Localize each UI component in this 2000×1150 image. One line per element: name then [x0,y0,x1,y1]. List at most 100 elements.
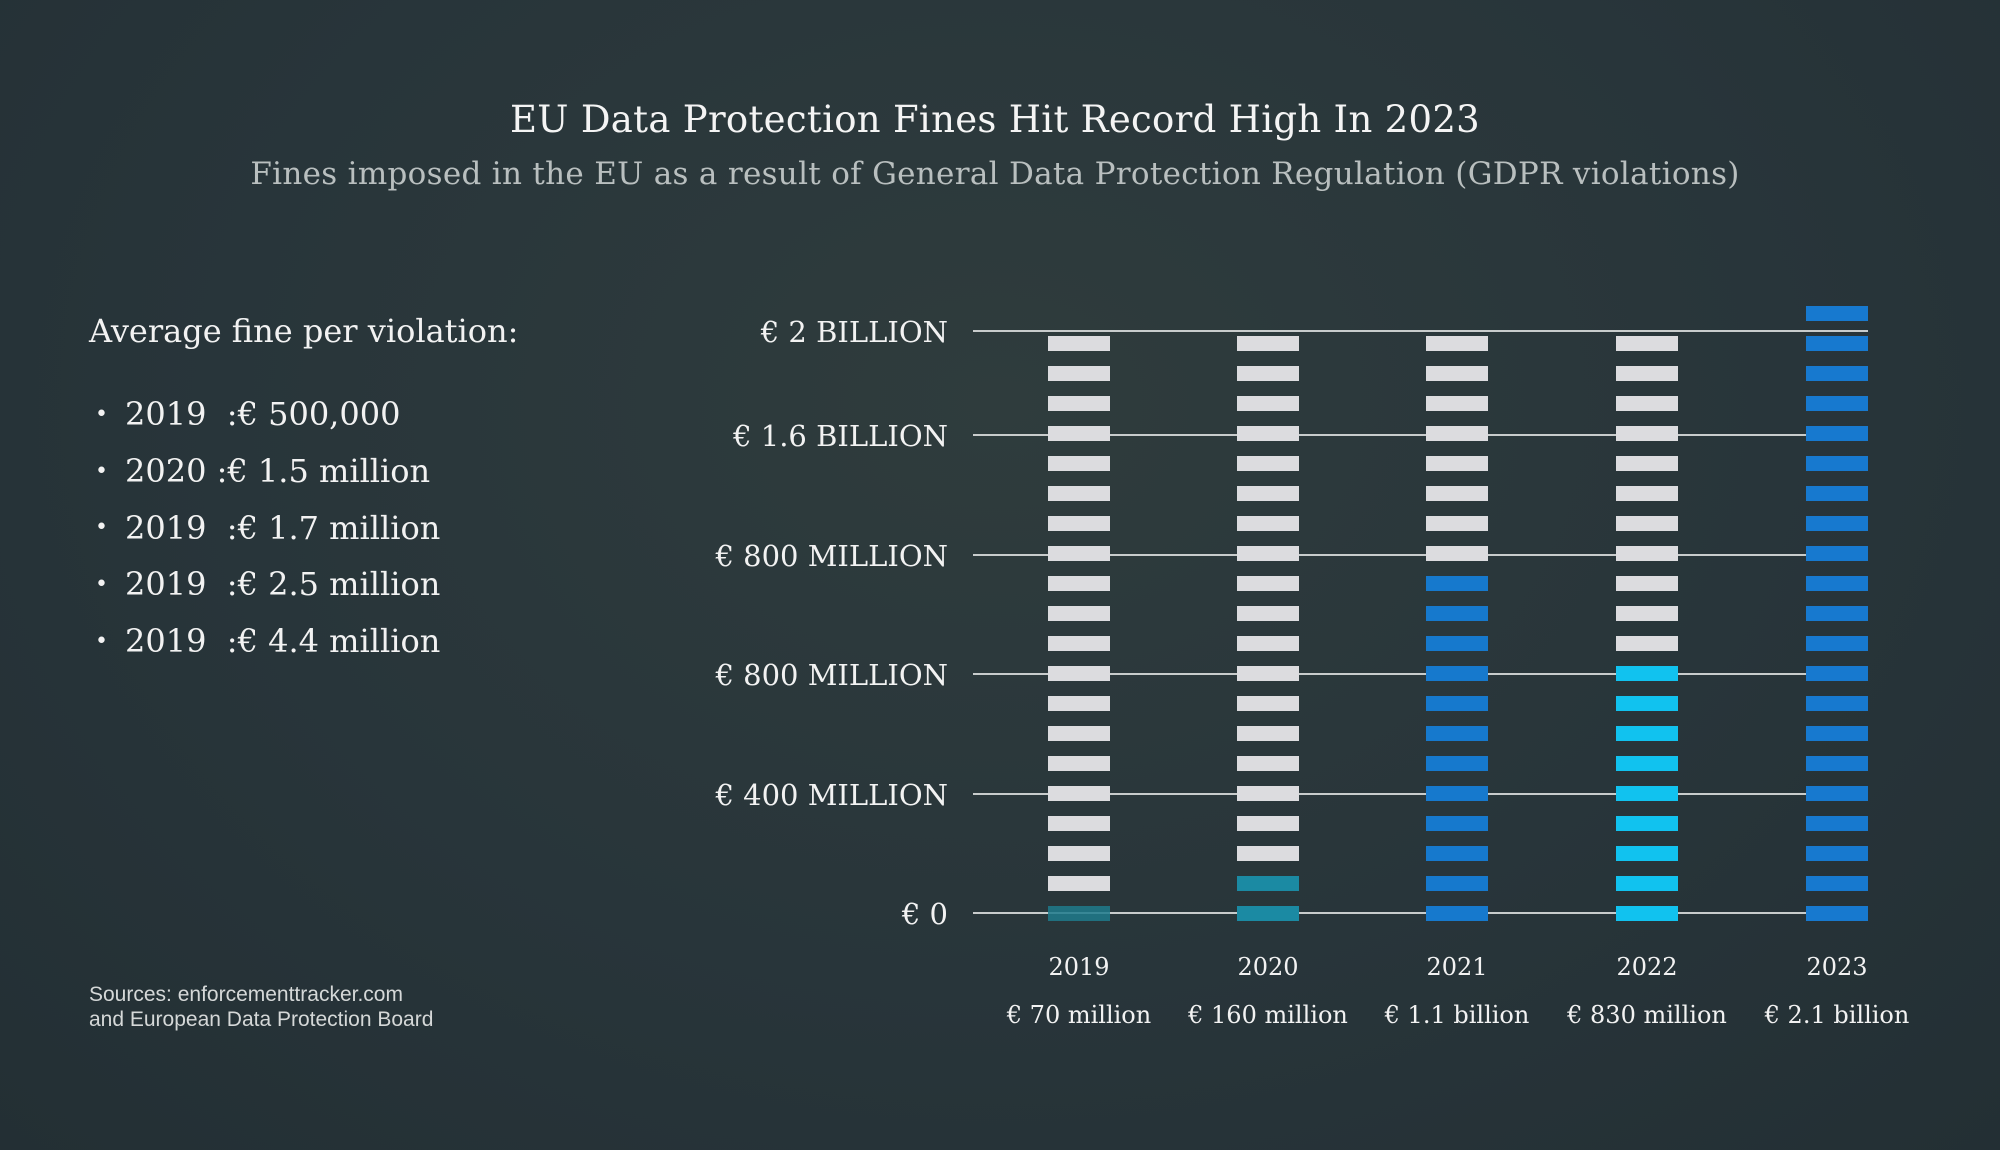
x-tick-label: 2020 [1237,953,1298,981]
bar-segment-empty [1237,786,1299,801]
bar-segment-empty [1616,396,1678,411]
bar-segment-empty [1616,456,1678,471]
y-tick-label: € 2 BILLION [760,315,948,349]
bar-segment-empty [1426,516,1488,531]
bar-segment-empty [1048,606,1110,621]
bar-segment-empty [1048,366,1110,381]
bar-segment-filled [1616,696,1678,711]
bullet-icon: • [95,401,108,427]
bar-segment-filled [1426,816,1488,831]
average-fine-year: 2019 [125,395,207,434]
average-fine-value: :€ 500,000 [226,395,401,434]
bar-segment-empty [1237,576,1299,591]
bar-segment-empty [1426,456,1488,471]
bar-segment-filled [1806,906,1868,921]
data-label: € 1.1 billion [1384,1001,1530,1029]
bar-segment-empty [1616,546,1678,561]
bar-segment-filled [1616,666,1678,681]
bar-segment-empty [1426,426,1488,441]
bar-segment-empty [1048,726,1110,741]
bar-segment-filled [1806,366,1868,381]
x-tick-label: 2022 [1616,953,1677,981]
average-fine-item: • 2019 :€ 2.5 million [95,556,440,613]
bar-segment-filled [1616,756,1678,771]
bar-segment-empty [1426,546,1488,561]
data-label: € 160 million [1187,1001,1348,1029]
y-tick-label: € 400 MILLION [714,778,948,812]
bar-segment-empty [1048,486,1110,501]
bar-segment-filled [1426,906,1488,921]
bar-segment-filled [1426,696,1488,711]
bar-segment-filled [1426,726,1488,741]
bar-segment-empty [1048,786,1110,801]
average-fine-item: • 2020 :€ 1.5 million [95,443,440,500]
bar-segment-filled [1806,486,1868,501]
bar-segment-empty [1237,756,1299,771]
bar-segment-empty [1616,576,1678,591]
bar-segment-empty [1237,456,1299,471]
bar-segment-filled [1806,756,1868,771]
bar-segment-empty [1048,546,1110,561]
bar-segment-filled [1426,636,1488,651]
bar-segment-empty [1237,486,1299,501]
bar-segment-empty [1616,426,1678,441]
sources-line: and European Data Protection Board [89,1008,434,1031]
average-fine-list: • 2019 :€ 500,000 • 2020 :€ 1.5 million • 2… [95,386,440,669]
bar-segment-filled [1806,456,1868,471]
bar-segment-filled [1237,876,1299,891]
bar-segment-filled [1426,756,1488,771]
average-fine-item: • 2019 :€ 4.4 million [95,613,440,670]
bar-segment-filled [1616,906,1678,921]
bar-segment-empty [1048,576,1110,591]
bar-segment-filled [1806,396,1868,411]
data-label: € 830 million [1566,1001,1727,1029]
bar-segment-filled [1806,576,1868,591]
bar-segment-empty [1616,636,1678,651]
bar-segment-empty [1048,516,1110,531]
bar-segment-filled [1806,306,1868,321]
bar-segment-empty [1048,846,1110,861]
y-tick-label: € 0 [901,897,948,931]
average-fine-value: :€ 1.7 million [226,508,441,547]
chart-title: EU Data Protection Fines Hit Record High… [509,98,1481,141]
bar-segment-empty [1048,816,1110,831]
bullet-icon: • [95,458,108,484]
bar-segment-empty [1048,456,1110,471]
bar-segment-filled [1806,546,1868,561]
average-fine-year: 2019 [125,565,207,604]
bullet-icon: • [95,571,108,597]
bar-segment-empty [1616,486,1678,501]
x-tick-label: 2021 [1426,953,1487,981]
bar-segment-filled [1616,786,1678,801]
bar-segment-empty [1048,636,1110,651]
bar-segment-filled [1426,606,1488,621]
average-fine-value: :€ 2.5 million [226,565,441,604]
bar-segment-empty [1237,516,1299,531]
bar-segment-empty [1237,366,1299,381]
bar-segment-empty [1426,366,1488,381]
bar-segment-filled [1616,876,1678,891]
bar-segment-filled [1806,606,1868,621]
bar-segment-empty [1237,426,1299,441]
bar-segment-empty [1616,516,1678,531]
x-tick-label: 2019 [1048,953,1109,981]
y-tick-label: € 800 MILLION [714,658,948,692]
bar-segment-filled [1426,846,1488,861]
bar-segment-filled [1806,726,1868,741]
data-label: € 2.1 billion [1764,1001,1910,1029]
bar-segment-filled [1806,636,1868,651]
bar-segment-empty [1237,606,1299,621]
data-label: € 70 million [1006,1001,1151,1029]
bar-segment-filled [1806,426,1868,441]
chart-subtitle: Fines imposed in the EU as a result of G… [250,156,1740,192]
bar-segment-filled [1806,696,1868,711]
bar-segment-empty [1048,426,1110,441]
bar-segment-empty [1616,336,1678,351]
bar-segment-filled [1806,336,1868,351]
bar-segment-empty [1048,756,1110,771]
bar-segment-filled [1048,906,1110,921]
bullet-icon: • [95,628,108,654]
bar-segment-filled [1806,876,1868,891]
bar-segment-empty [1048,666,1110,681]
